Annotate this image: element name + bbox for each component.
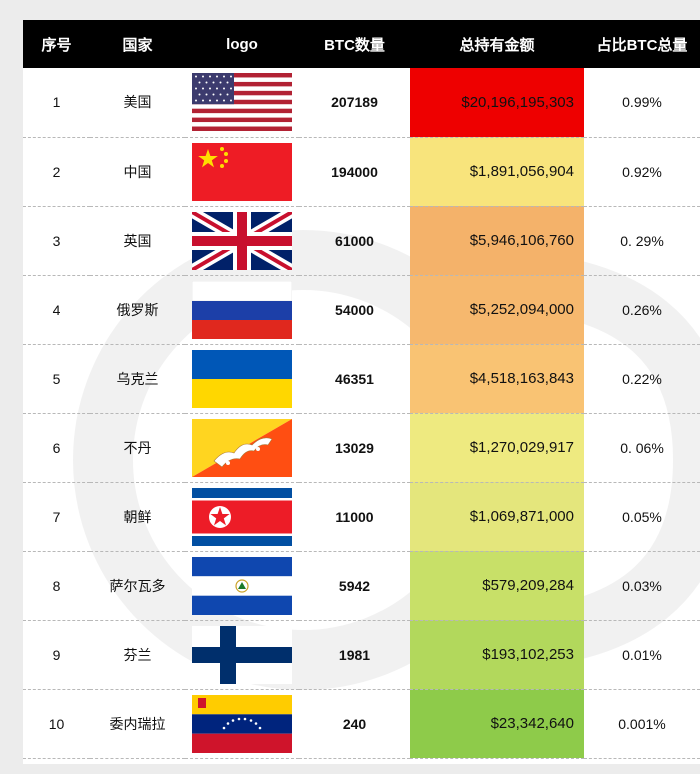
table-row: 5 乌克兰 46351 $4,518,163,843 0.22% [23, 344, 700, 414]
total-value-cell: $1,069,871,000 [410, 482, 584, 552]
russia-flag-icon [192, 280, 292, 339]
rank-cell: 9 [23, 620, 90, 690]
total-value-cell: $1,270,029,917 [410, 413, 584, 483]
share-cell: 0.22% [584, 344, 700, 414]
share-cell: 0.03% [584, 551, 700, 621]
country-cell: 不丹 [90, 413, 185, 483]
table-row: 8 萨尔瓦多 5942 $579,209,284 0.03% [23, 551, 700, 621]
total-value-cell: $5,252,094,000 [410, 275, 584, 345]
header-share: 占比BTC总量 [584, 20, 700, 68]
rank-cell: 1 [23, 68, 90, 138]
country-cell: 委内瑞拉 [90, 689, 185, 759]
venezuela-flag-icon [192, 694, 292, 753]
table-row: 10 委内瑞拉 240 $23,342,64 [23, 689, 700, 759]
btc-amount-cell: 13029 [299, 413, 410, 483]
country-cell: 芬兰 [90, 620, 185, 690]
header-btc: BTC数量 [299, 20, 410, 68]
rank-cell: 3 [23, 206, 90, 276]
table-row: 7 朝鲜 11000 $1,069,871,000 0.05% [23, 482, 700, 552]
btc-amount-cell: 240 [299, 689, 410, 759]
btc-holdings-table: 序号 国家 logo BTC数量 总持有金额 占比BTC总量 1 美国 [23, 20, 700, 759]
header-country: 国家 [90, 20, 185, 68]
ukraine-flag-icon [192, 349, 292, 408]
btc-amount-cell: 11000 [299, 482, 410, 552]
btc-amount-cell: 46351 [299, 344, 410, 414]
share-cell: 0. 06% [584, 413, 700, 483]
china-flag-icon [192, 142, 292, 201]
country-cell: 中国 [90, 137, 185, 207]
rank-cell: 5 [23, 344, 90, 414]
header-total: 总持有金额 [410, 20, 584, 68]
uk-flag-icon [192, 211, 292, 270]
total-value-cell: $23,342,640 [410, 689, 584, 759]
table-row: 4 俄罗斯 54000 $5,252,094,000 0.26% [23, 275, 700, 345]
country-cell: 朝鲜 [90, 482, 185, 552]
share-cell: 0.99% [584, 68, 700, 138]
share-cell: 0.92% [584, 137, 700, 207]
table-row: 9 芬兰 1981 $193,102,253 0.01% [23, 620, 700, 690]
share-cell: 0. 29% [584, 206, 700, 276]
bhutan-flag-icon [192, 418, 292, 477]
rank-cell: 8 [23, 551, 90, 621]
rank-cell: 7 [23, 482, 90, 552]
table-header-row: 序号 国家 logo BTC数量 总持有金额 占比BTC总量 [23, 20, 700, 68]
total-value-cell: $193,102,253 [410, 620, 584, 690]
total-value-cell: $20,196,195,303 [410, 68, 584, 138]
country-cell: 英国 [90, 206, 185, 276]
btc-amount-cell: 61000 [299, 206, 410, 276]
btc-amount-cell: 54000 [299, 275, 410, 345]
country-cell: 乌克兰 [90, 344, 185, 414]
share-cell: 0.001% [584, 689, 700, 759]
btc-holdings-card: 序号 国家 logo BTC数量 总持有金额 占比BTC总量 1 美国 [23, 20, 700, 764]
total-value-cell: $579,209,284 [410, 551, 584, 621]
table-row: 2 中国 194000 $1,891,056,904 0.92% [23, 137, 700, 207]
total-value-cell: $5,946,106,760 [410, 206, 584, 276]
header-rank: 序号 [23, 20, 90, 68]
country-cell: 俄罗斯 [90, 275, 185, 345]
btc-amount-cell: 5942 [299, 551, 410, 621]
country-cell: 萨尔瓦多 [90, 551, 185, 621]
finland-flag-icon [192, 625, 292, 684]
btc-amount-cell: 1981 [299, 620, 410, 690]
total-value-cell: $4,518,163,843 [410, 344, 584, 414]
el-salvador-flag-icon [192, 556, 292, 615]
btc-amount-cell: 194000 [299, 137, 410, 207]
table-row: 6 不丹 13029 $1,270,029,917 0. 06% [23, 413, 700, 483]
rank-cell: 10 [23, 689, 90, 759]
north-korea-flag-icon [192, 487, 292, 546]
rank-cell: 6 [23, 413, 90, 483]
table-row: 3 英国 61000 $5,946,106,760 0. 29% [23, 206, 700, 276]
header-logo: logo [185, 20, 299, 68]
rank-cell: 2 [23, 137, 90, 207]
rank-cell: 4 [23, 275, 90, 345]
usa-flag-icon [192, 73, 292, 132]
total-value-cell: $1,891,056,904 [410, 137, 584, 207]
country-cell: 美国 [90, 68, 185, 138]
share-cell: 0.05% [584, 482, 700, 552]
share-cell: 0.26% [584, 275, 700, 345]
table-row: 1 美国 [23, 68, 700, 138]
share-cell: 0.01% [584, 620, 700, 690]
btc-amount-cell: 207189 [299, 68, 410, 138]
